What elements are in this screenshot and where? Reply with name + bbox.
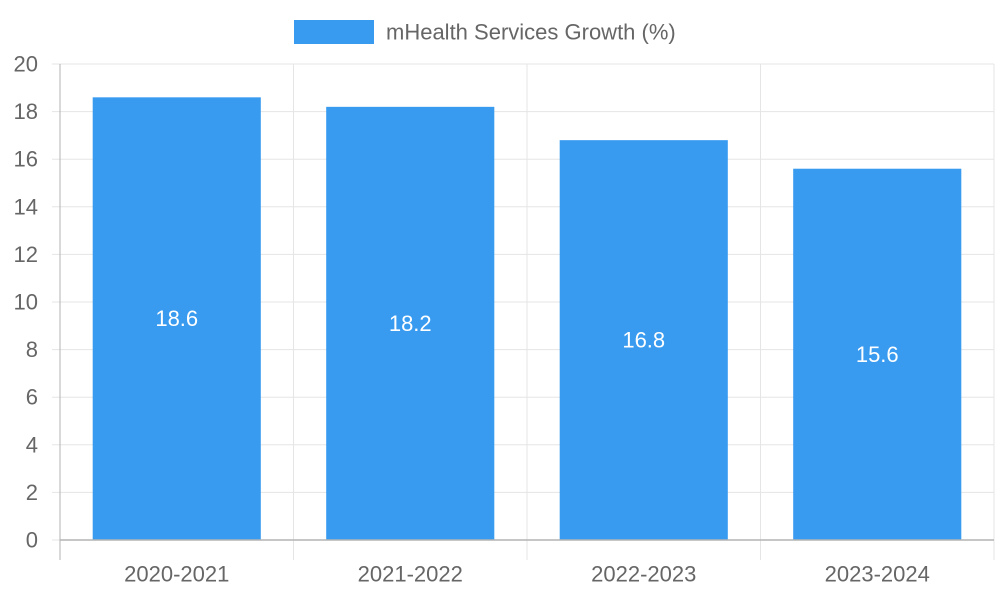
bar-2021-2022[interactable] <box>326 106 495 540</box>
bar-value-label: 16.8 <box>622 328 665 353</box>
legend-swatch[interactable] <box>294 20 374 44</box>
y-tick-label: 16 <box>14 147 38 172</box>
y-tick-label: 0 <box>26 528 38 553</box>
y-tick-label: 12 <box>14 242 38 267</box>
bar-value-label: 18.2 <box>389 311 432 336</box>
x-tick-label: 2020-2021 <box>124 562 229 587</box>
bars: 18.6 18.2 16.8 15.6 <box>92 97 962 540</box>
y-tick-label: 20 <box>14 52 38 77</box>
y-tick-label: 10 <box>14 290 38 315</box>
bar-2023-2024[interactable] <box>793 168 962 540</box>
x-tick-label: 2022-2023 <box>591 562 696 587</box>
legend-label[interactable]: mHealth Services Growth (%) <box>386 20 676 45</box>
y-tick-label: 18 <box>14 99 38 124</box>
x-tick-label: 2023-2024 <box>825 562 930 587</box>
y-tick-label: 8 <box>26 337 38 362</box>
y-tick-label: 2 <box>26 480 38 505</box>
y-tick-label: 4 <box>26 432 38 457</box>
bar-2020-2021[interactable] <box>92 97 261 540</box>
axes: 0 2 4 6 8 10 12 14 16 18 20 2020-2021 2021-2022 2022-… <box>14 52 994 587</box>
bar-value-label: 15.6 <box>856 342 899 367</box>
y-tick-label: 14 <box>14 194 38 219</box>
bar-2022-2023[interactable] <box>559 140 728 540</box>
x-tick-label: 2021-2022 <box>358 562 463 587</box>
bar-value-label: 18.6 <box>155 306 198 331</box>
y-tick-label: 6 <box>26 385 38 410</box>
legend[interactable]: mHealth Services Growth (%) <box>294 20 676 45</box>
